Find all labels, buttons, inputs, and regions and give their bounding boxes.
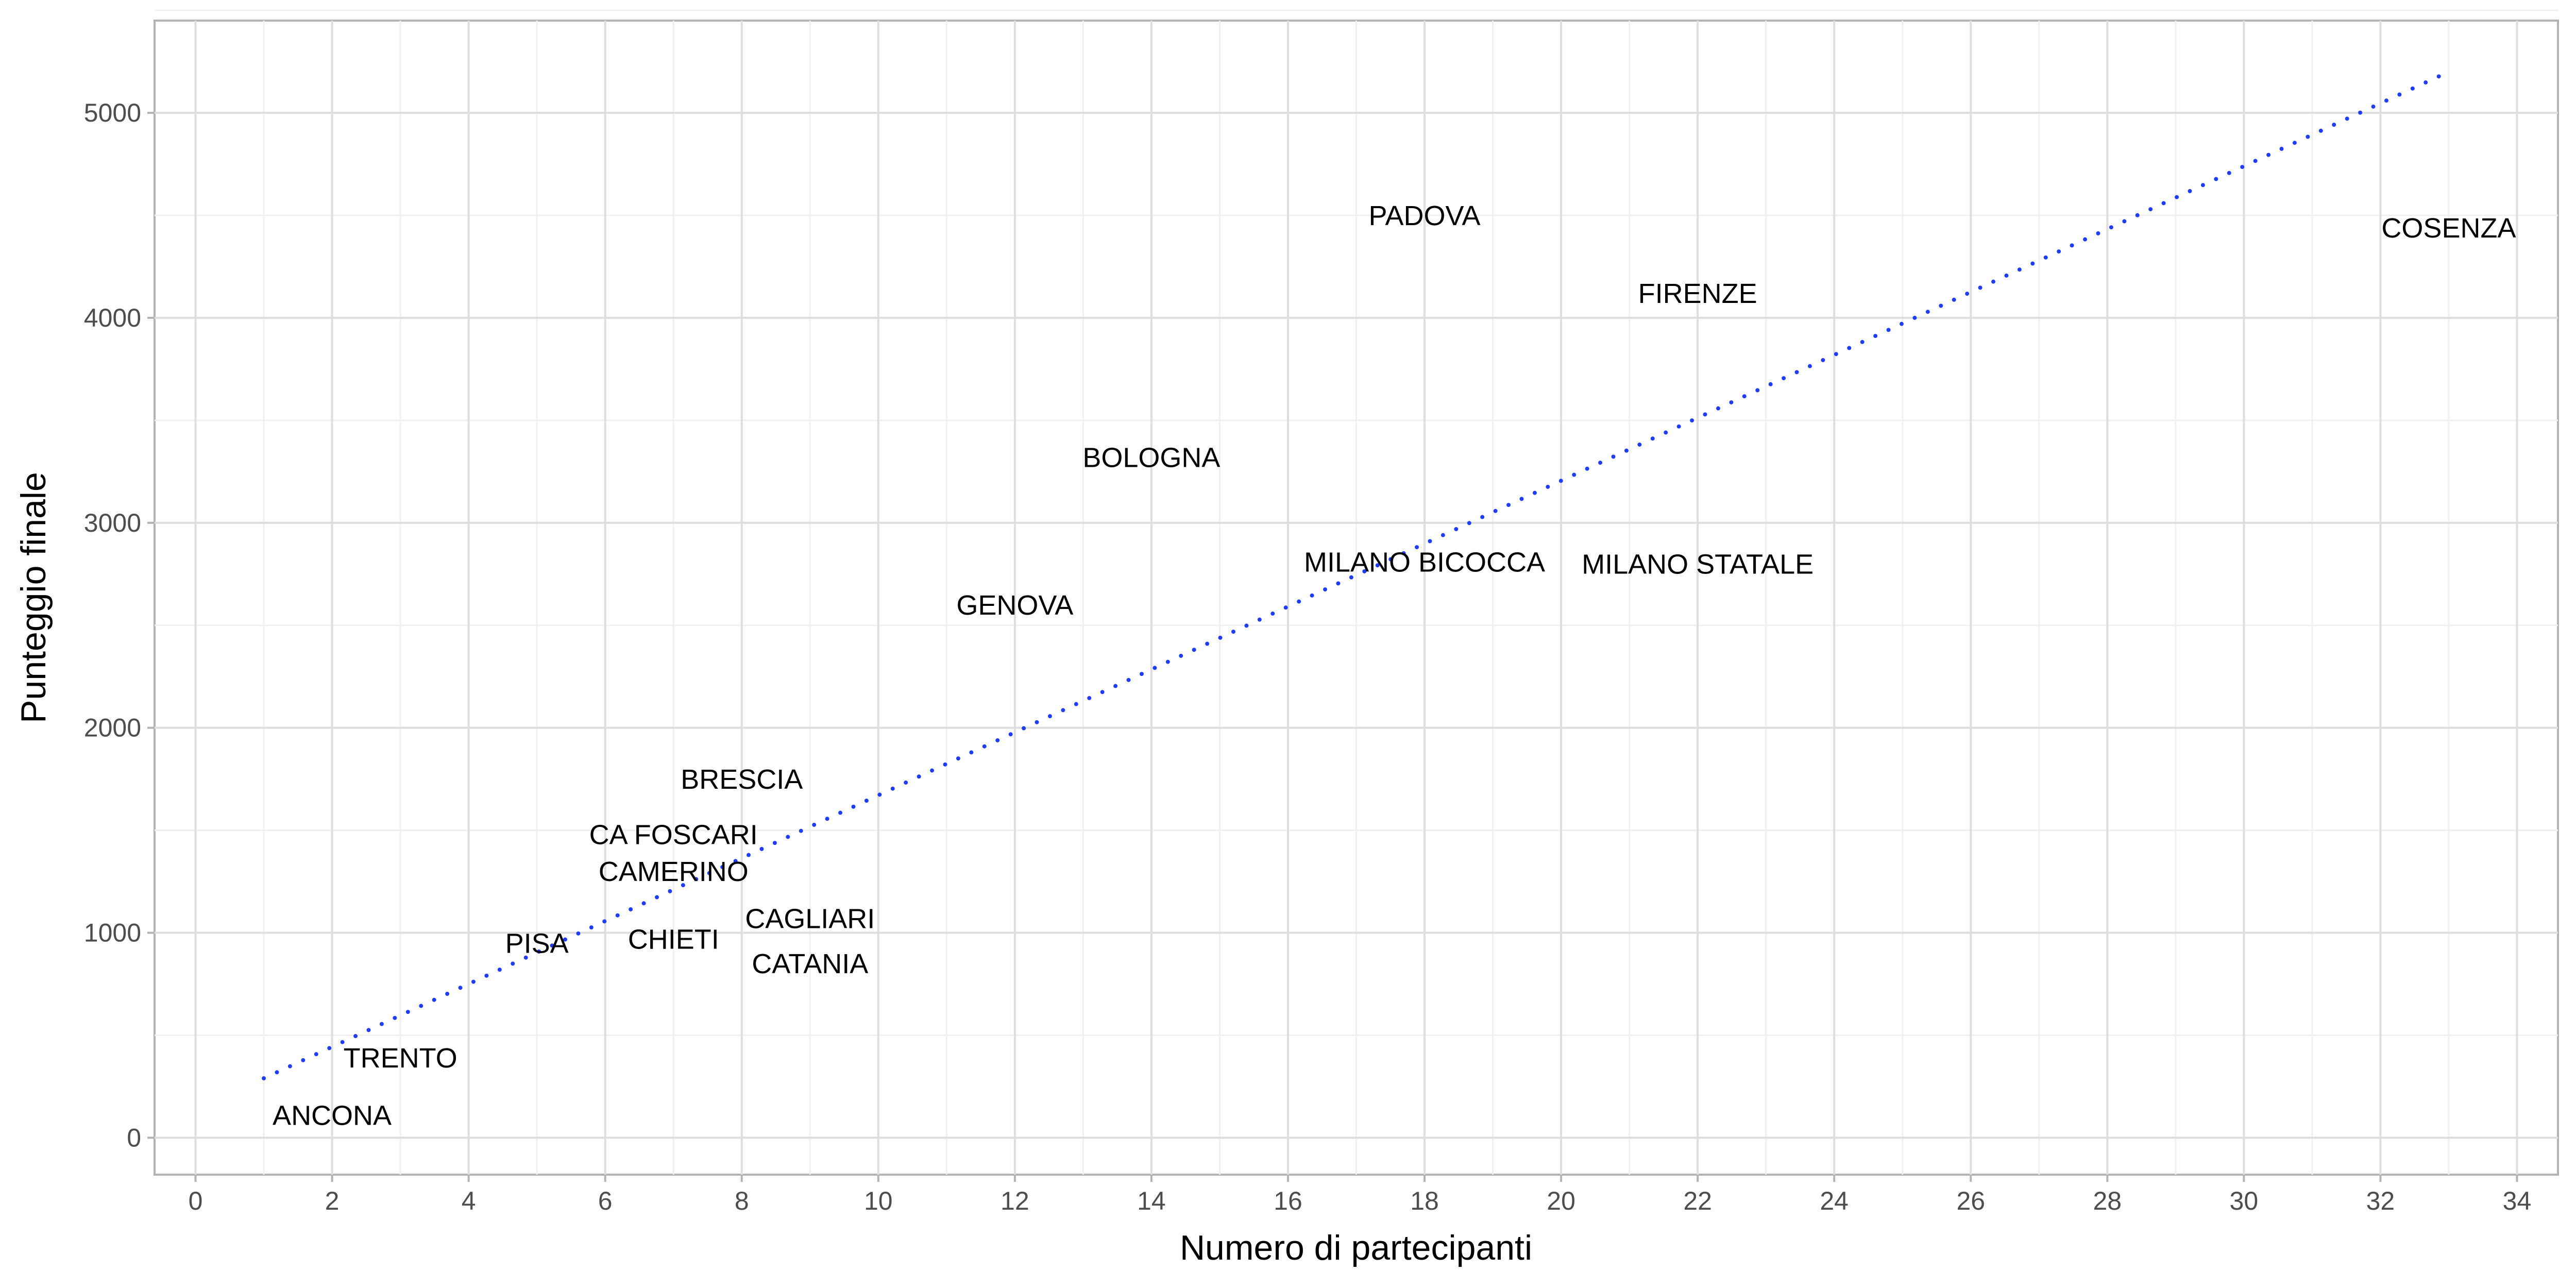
x-axis-title: Numero di partecipanti — [1180, 1228, 1532, 1267]
x-tick-label: 24 — [1820, 1187, 1849, 1215]
x-tick-label: 10 — [864, 1187, 893, 1215]
x-tick-label: 20 — [1547, 1187, 1575, 1215]
point-label: CATANIA — [752, 948, 868, 979]
x-tick-label: 30 — [2230, 1187, 2259, 1215]
point-label: CAGLIARI — [745, 904, 875, 935]
x-tick-label: 2 — [325, 1187, 340, 1215]
minor-grid — [155, 9, 2558, 1175]
point-label: CAMERINO — [599, 856, 749, 887]
x-tick-label: 12 — [1001, 1187, 1029, 1215]
x-tick-label: 32 — [2366, 1187, 2395, 1215]
y-tick-label: 2000 — [84, 714, 141, 742]
y-tick-label: 3000 — [84, 509, 141, 537]
point-label: MILANO STATALE — [1582, 549, 1814, 580]
x-tick-label: 8 — [735, 1187, 749, 1215]
x-tick-label: 0 — [189, 1187, 203, 1215]
x-tick-label: 28 — [2093, 1187, 2122, 1215]
x-tick-label: 18 — [1410, 1187, 1439, 1215]
x-tick-label: 4 — [462, 1187, 476, 1215]
point-label: CA FOSCARI — [589, 820, 758, 851]
y-tick-label: 0 — [127, 1123, 141, 1152]
x-tick-label: 6 — [598, 1187, 613, 1215]
point-label: TRENTO — [344, 1043, 457, 1074]
x-tick-label: 34 — [2503, 1187, 2532, 1215]
x-tick-label: 22 — [1683, 1187, 1712, 1215]
x-tick-label: 16 — [1274, 1187, 1302, 1215]
point-label: ANCONA — [273, 1100, 392, 1131]
y-tick-label: 5000 — [84, 98, 141, 127]
point-label: PADOVA — [1368, 200, 1480, 231]
y-tick-label: 1000 — [84, 919, 141, 947]
point-label: CHIETI — [628, 924, 719, 955]
point-label: BOLOGNA — [1082, 442, 1220, 473]
y-axis: 0 1000 2000 3000 4000 5000 — [84, 98, 155, 1152]
x-tick-label: 26 — [1956, 1187, 1985, 1215]
major-grid — [155, 21, 2558, 1175]
y-tick-label: 4000 — [84, 303, 141, 332]
point-labels: ANCONA TRENTO PISA CHIETI CAMERINO CA FOSCARI… — [273, 200, 2516, 1131]
point-label: PISA — [505, 928, 569, 959]
point-label: BRESCIA — [681, 764, 803, 795]
x-axis: 0 2 4 6 8 10 12 14 16 18 20 22 24 26 28 30 32 34 — [189, 1175, 2532, 1215]
trend-line-path — [262, 70, 2451, 1081]
point-label: FIRENZE — [1638, 278, 1757, 309]
trend-line — [262, 70, 2451, 1081]
point-label: COSENZA — [2381, 213, 2516, 244]
x-tick-label: 14 — [1137, 1187, 1166, 1215]
y-axis-title: Punteggio finale — [14, 472, 53, 723]
point-label: GENOVA — [956, 590, 1073, 621]
point-label: MILANO BICOCCA — [1304, 547, 1545, 578]
